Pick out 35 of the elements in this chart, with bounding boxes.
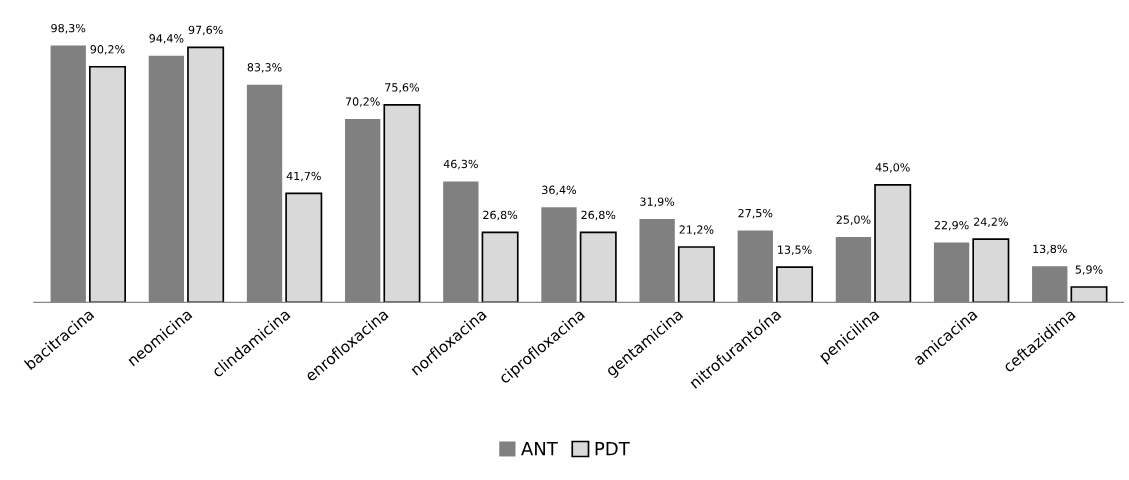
data-label: 22,9%	[934, 220, 969, 231]
data-label: 94,4%	[149, 34, 184, 44]
data-label: 97,6%	[188, 25, 223, 36]
bar	[1070, 286, 1108, 303]
data-label: 13,8%	[1033, 244, 1067, 255]
data-label: 21,2%	[679, 225, 714, 235]
data-label: 25,0%	[836, 215, 871, 225]
data-label: 41,7%	[286, 171, 321, 182]
bar	[874, 183, 912, 303]
data-label: 70,2%	[345, 97, 380, 107]
bar	[187, 46, 225, 303]
legend-label: ANT	[521, 442, 558, 456]
bar	[677, 246, 715, 303]
data-label: 98,3%	[51, 23, 86, 34]
data-label: 75,6%	[385, 83, 419, 93]
bar	[481, 231, 519, 303]
data-label: 46,3%	[443, 159, 478, 170]
data-label: 90,2%	[90, 45, 125, 55]
bar	[776, 266, 814, 303]
bar	[972, 238, 1010, 303]
data-label: 26,8%	[581, 210, 616, 221]
data-label: 31,9%	[640, 197, 675, 207]
data-label: 45,0%	[875, 163, 910, 173]
data-label: 5,9%	[1075, 265, 1103, 275]
data-label: 36,4%	[542, 185, 577, 196]
legend-label: PDT	[595, 442, 630, 456]
data-label: 13,5%	[778, 245, 812, 255]
data-label: 27,5%	[738, 208, 773, 219]
bar	[285, 192, 323, 303]
bar	[383, 104, 421, 303]
data-label: 24,2%	[974, 217, 1008, 228]
data-label: 26,8%	[483, 210, 518, 221]
bar	[579, 231, 617, 303]
data-label: 83,3%	[247, 63, 282, 73]
bar	[88, 65, 126, 303]
